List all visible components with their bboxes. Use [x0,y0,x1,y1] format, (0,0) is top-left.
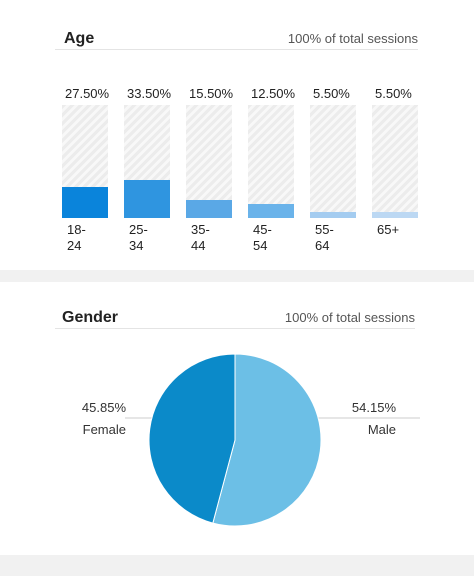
bar-track [372,105,418,218]
age-panel: Age 100% of total sessions 27.50% 18-24 33… [0,0,474,270]
rule [55,328,415,329]
value-label: 12.50% [251,86,296,101]
pie-slice [148,353,236,524]
chart-title: Age [64,30,95,47]
bar-track [248,105,294,218]
bar-track [124,105,170,218]
subtitle: 100% of total sessions [284,310,415,325]
bar-track [310,105,356,218]
bar-track [62,105,108,218]
bar [248,203,294,218]
pie-slice [212,353,322,527]
category-label: 55-64 [315,222,334,253]
bar [310,211,356,218]
subtitle: 100% of total sessions [287,31,418,46]
value-label: 54.15% [352,400,397,415]
bar [62,186,108,218]
bar [124,180,170,218]
category-label: 65+ [377,222,400,237]
pie-chart: 45.85% Female 54.15% Male [82,353,420,527]
value-label: 27.50% [65,86,110,101]
value-label: 15.50% [189,86,234,101]
value-label: 33.50% [127,86,172,101]
category-label: 25-34 [129,222,148,253]
bar [186,200,232,218]
category-label: Female [83,422,126,437]
value-label: 45.85% [82,400,127,415]
gender-panel: Gender 100% of total sessions 45.85% Fema… [0,282,474,555]
bar-track [186,105,232,218]
rule [55,49,418,50]
value-label: 5.50% [313,86,350,101]
category-label: 35-44 [191,222,210,253]
category-label: Male [368,422,396,437]
category-label: 45-54 [253,222,272,253]
chart-title: Gender [62,309,119,326]
value-label: 5.50% [375,86,412,101]
bar [372,211,418,218]
category-label: 18-24 [67,222,86,253]
